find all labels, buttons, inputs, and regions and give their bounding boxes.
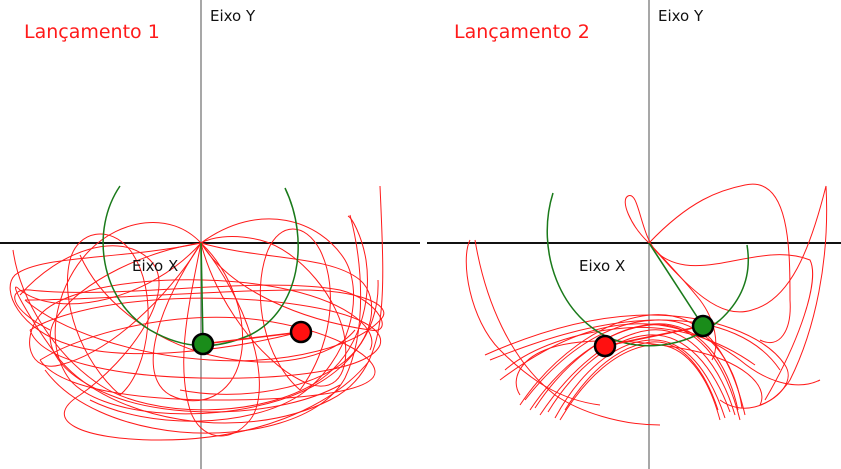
- panel-2-rod-1: [648, 242, 704, 327]
- panel-1-rod-2: [202, 331, 302, 345]
- panel-1-trajectory: [9, 185, 385, 441]
- panel-1-rod-1: [200, 242, 204, 345]
- panel-2-title: Lançamento 2: [454, 21, 590, 43]
- panel-1-y-axis-label: Eixo Y: [210, 7, 256, 25]
- panel-2: Lançamento 2 Eixo Y Eixo X: [427, 0, 841, 469]
- panel-2-trajectory: [465, 183, 828, 426]
- panel-1: Lançamento 1 Eixo Y Eixo X: [0, 0, 420, 469]
- panel-1-x-axis-label: Eixo X: [132, 257, 178, 275]
- panel-1-bob-1: [191, 332, 215, 356]
- panel-1-bob-2: [289, 320, 313, 344]
- panel-1-title: Lançamento 1: [24, 21, 160, 43]
- panel-2-rod-2: [604, 325, 704, 347]
- panel-2-x-axis-label: Eixo X: [579, 257, 625, 275]
- panel-2-arc: [546, 192, 749, 347]
- panel-2-bob-2: [593, 334, 617, 358]
- panel-2-bob-1: [691, 314, 715, 338]
- panel-2-y-axis-label: Eixo Y: [658, 7, 704, 25]
